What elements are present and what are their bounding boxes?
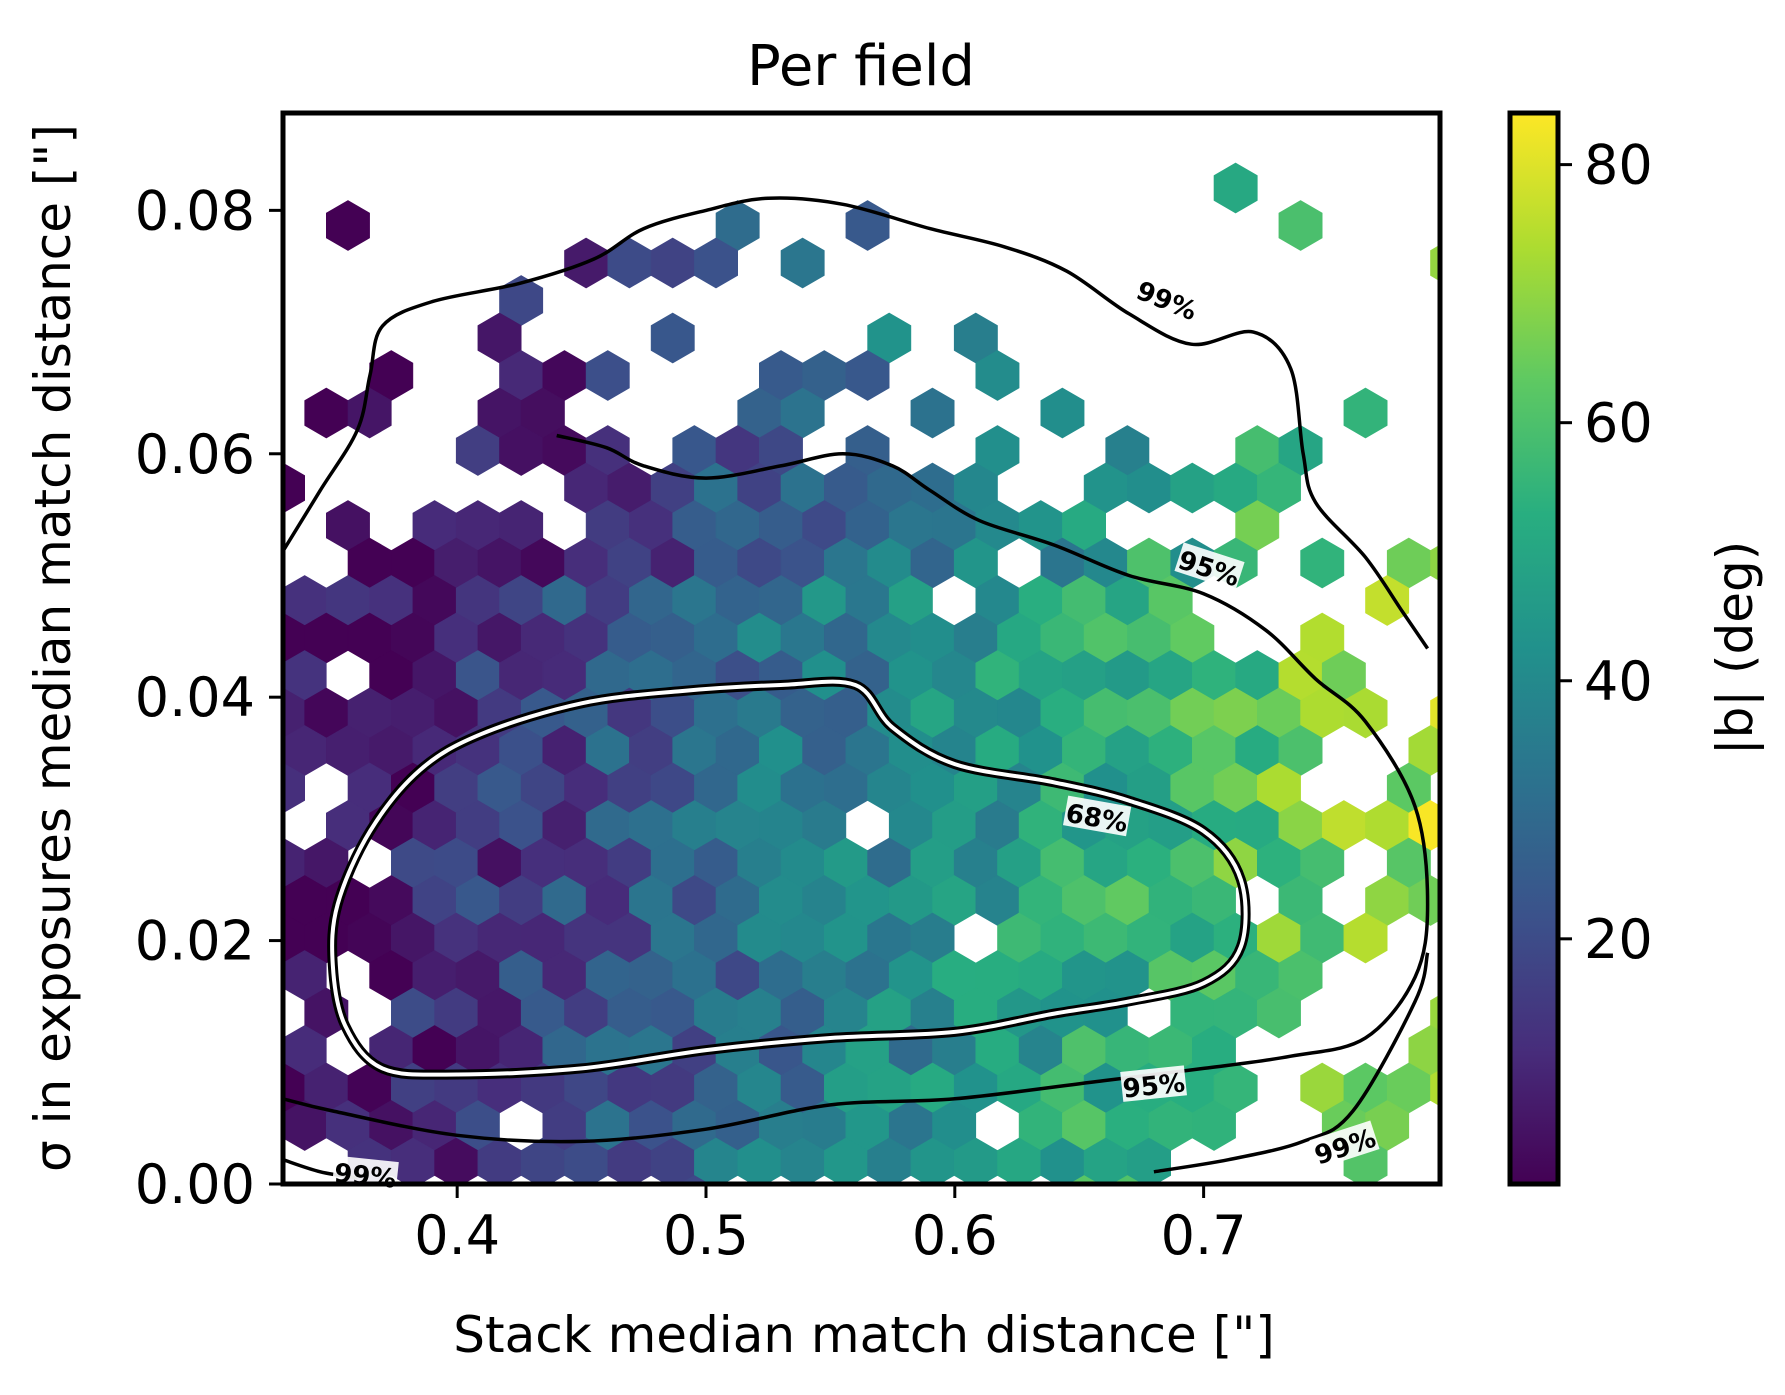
y-tick-label: 0.06 [135,423,255,486]
plot-area: 99%95%68%95%99%99% [218,110,1495,1195]
contour-label-bg [1063,795,1132,837]
contour-label-bg [1120,1065,1187,1102]
hexbin-cell [218,988,261,1038]
contour-lines [283,196,1430,1180]
hexbin-cell [1040,387,1085,439]
x-tick-label: 0.6 [912,1204,998,1267]
chart-title: Per field [747,34,975,99]
contour-label: 68% [1063,795,1132,839]
contour-label-bg [1174,542,1245,591]
hexbin-cell [910,387,955,439]
hexbin-cell [694,237,739,289]
y-axis-label: σ in exposures median match distance ["] [24,124,82,1172]
hexbin-cell [1452,576,1495,626]
hexbin-cell [1408,875,1440,926]
x-tick-label: 0.4 [414,1204,500,1267]
contour-99-line [283,196,1430,650]
contour-label-bg [1132,272,1203,325]
hexbin-cell [585,350,630,401]
hexbin-cell [1192,1100,1236,1151]
contour-label-bg [1309,1120,1380,1169]
colorbar-gradient [1510,113,1558,1184]
hexbin-cell [1365,575,1410,626]
contour-label-text: 99% [333,1159,398,1195]
hexbin-cell [1213,162,1258,214]
colorbar-tick-label: 60 [1584,392,1653,455]
colorbar-frame [1507,110,1561,1187]
hexbin-cell [650,312,695,364]
contour-label: 95% [1120,1065,1187,1105]
hexbin-cell [283,762,306,814]
contour-99-segment [1153,952,1430,1174]
x-axis-ticks: 0.4 0.5 0.6 0.7 [414,1184,1247,1267]
hexbin-cell [780,237,825,289]
hexbin-cell [845,350,890,401]
y-tick-label: 0.08 [135,179,255,242]
contour-95-line [283,433,1430,1144]
contour-label: 99% [332,1155,399,1195]
colorbar-tick-label: 40 [1584,650,1653,713]
colorbar-tick-label: 20 [1584,908,1653,971]
hexbin-cell [1278,200,1323,251]
hexbin-cell [1343,912,1388,964]
hexbin-cell [218,763,261,813]
x-tick-label: 0.5 [663,1204,749,1267]
y-tick-label: 0.04 [135,666,255,729]
hexbin-cell [325,200,370,251]
colorbar-ticks: 20 40 60 80 [1558,134,1653,971]
hexbin-cell [1257,987,1301,1039]
hexbin-cell [1343,387,1388,439]
contour-label-text: 95% [1121,1068,1186,1104]
y-tick-label: 0.00 [135,1153,255,1216]
contour-68-halo [330,679,1248,1077]
hexbin-cell [1452,801,1495,851]
hexbin-cell [283,1037,284,1064]
y-tick-label: 0.02 [135,910,255,973]
x-axis-label: Stack median match distance ["] [453,1306,1274,1364]
colorbar-label: |b| (deg) [1706,541,1764,756]
hexbin-cell [975,350,1020,401]
hexbin-cell [283,462,306,514]
hexbin-cell [1300,537,1345,589]
colorbar-tick-label: 80 [1584,134,1653,197]
y-axis-ticks: 0.00 0.02 0.04 0.06 0.08 [135,179,283,1216]
colorbar: 20 40 60 80 |b| (deg) [1507,110,1764,1187]
plot-frame [280,110,1443,1187]
x-tick-label: 0.7 [1161,1204,1247,1267]
